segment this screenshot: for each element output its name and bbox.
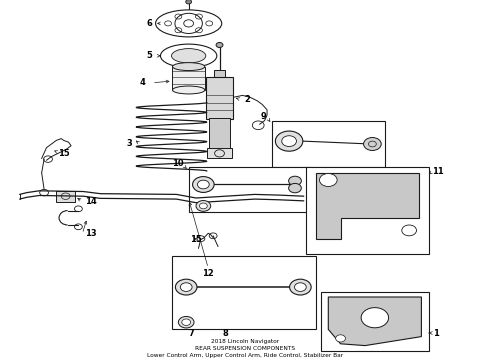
Text: 4: 4 — [139, 78, 145, 87]
Circle shape — [182, 319, 191, 325]
Circle shape — [294, 283, 306, 292]
Text: 9: 9 — [260, 112, 266, 121]
Text: 3: 3 — [127, 139, 133, 148]
Circle shape — [361, 307, 389, 328]
Text: 15: 15 — [190, 235, 202, 244]
Polygon shape — [328, 297, 421, 346]
Text: 8: 8 — [222, 329, 228, 338]
Bar — [272, 121, 385, 167]
Circle shape — [402, 225, 416, 236]
Ellipse shape — [161, 44, 217, 68]
Bar — [209, 118, 230, 149]
Text: 15: 15 — [58, 149, 70, 158]
Bar — [206, 77, 233, 119]
Circle shape — [180, 283, 192, 292]
Circle shape — [199, 203, 207, 209]
Ellipse shape — [172, 49, 206, 63]
Circle shape — [275, 131, 303, 151]
Bar — [207, 148, 232, 158]
Text: 13: 13 — [85, 230, 97, 239]
Circle shape — [175, 279, 197, 295]
Bar — [56, 191, 75, 202]
Bar — [321, 292, 429, 351]
Circle shape — [196, 201, 211, 211]
Circle shape — [364, 138, 381, 150]
Text: 2018 Lincoln Navigator
REAR SUSPENSION COMPONENTS
Lower Control Arm, Upper Contr: 2018 Lincoln Navigator REAR SUSPENSION C… — [147, 339, 343, 358]
Circle shape — [178, 316, 194, 328]
Circle shape — [193, 176, 214, 192]
Ellipse shape — [156, 10, 221, 37]
Ellipse shape — [172, 63, 205, 71]
Circle shape — [336, 335, 345, 342]
Circle shape — [186, 0, 192, 4]
Bar — [172, 256, 316, 329]
Circle shape — [289, 176, 301, 186]
Text: 5: 5 — [147, 51, 152, 60]
Text: 2: 2 — [245, 94, 250, 104]
Text: 10: 10 — [172, 159, 184, 168]
Text: 11: 11 — [432, 166, 443, 175]
Bar — [189, 167, 309, 212]
Circle shape — [282, 136, 296, 147]
Text: 12: 12 — [202, 269, 214, 278]
Circle shape — [197, 180, 209, 189]
Ellipse shape — [172, 86, 205, 94]
Circle shape — [290, 279, 311, 295]
Text: 7: 7 — [188, 329, 194, 338]
Polygon shape — [316, 173, 419, 239]
Bar — [214, 70, 225, 79]
Circle shape — [319, 174, 337, 186]
Bar — [172, 67, 205, 90]
Circle shape — [183, 51, 195, 60]
Text: 1: 1 — [433, 328, 439, 338]
Text: 6: 6 — [147, 19, 152, 28]
Bar — [306, 167, 429, 254]
Text: 14: 14 — [85, 197, 97, 206]
Circle shape — [216, 42, 223, 48]
Circle shape — [289, 183, 301, 193]
